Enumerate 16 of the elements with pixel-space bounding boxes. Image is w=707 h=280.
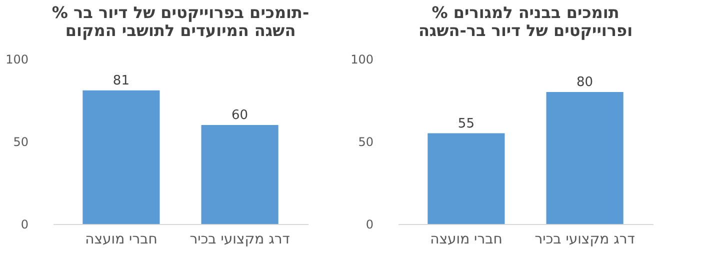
y-tick-label: 0 [366,218,374,232]
y-tick-label: 100 [350,52,374,66]
chart-title: % תומכים בפרוייקטים של דיור בר- השגה המיועדים לתושבי המקום [52,3,310,40]
y-tick-label: 50 [13,135,28,149]
x-tick-label: דרג מקצועי בכיר [534,232,636,248]
data-label: 80 [576,75,594,90]
x-tick-label: חברי מועצה [430,232,502,248]
data-label: 81 [112,73,130,88]
data-label: 55 [458,116,474,132]
chart-title: % תומכים בבניה למגורים ופרוייקטים של דיור בר-השגה [418,3,633,40]
y-tick-label: 100 [6,52,28,66]
y-tick-label: 0 [20,218,28,232]
x-tick-label: חברי מועצה [85,232,158,248]
x-tick-label: דרג מקצועי בכיר [190,232,290,248]
data-label: 60 [232,108,248,123]
y-tick-label: 50 [358,135,374,149]
